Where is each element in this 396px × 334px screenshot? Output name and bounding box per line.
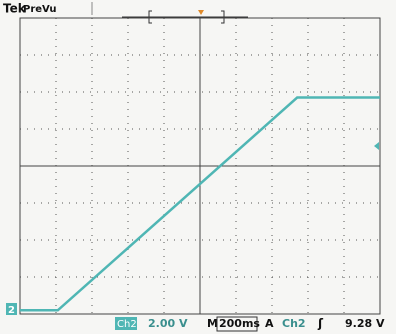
time-label: M <box>207 317 218 330</box>
page: {"header": {"brand": "Tek", "mode": "Pre… <box>0 0 396 334</box>
trigger-source: Ch2 <box>282 317 306 330</box>
trigger-slope: ʃ <box>317 317 324 331</box>
channel: Ch2 <box>117 319 137 330</box>
scope-screen: Tek PreVu 2 Ch2 2.00 V M 200ms A Ch2 ʃ 9… <box>0 0 396 334</box>
trigger-level: 9.28 V <box>345 317 385 330</box>
time-per-div: 200ms <box>219 317 260 330</box>
background <box>0 0 396 334</box>
ground-marker: 2 <box>8 305 15 316</box>
mode: PreVu <box>23 4 57 15</box>
trigger-label: A <box>265 317 274 330</box>
volts-per-div: 2.00 V <box>148 317 188 330</box>
